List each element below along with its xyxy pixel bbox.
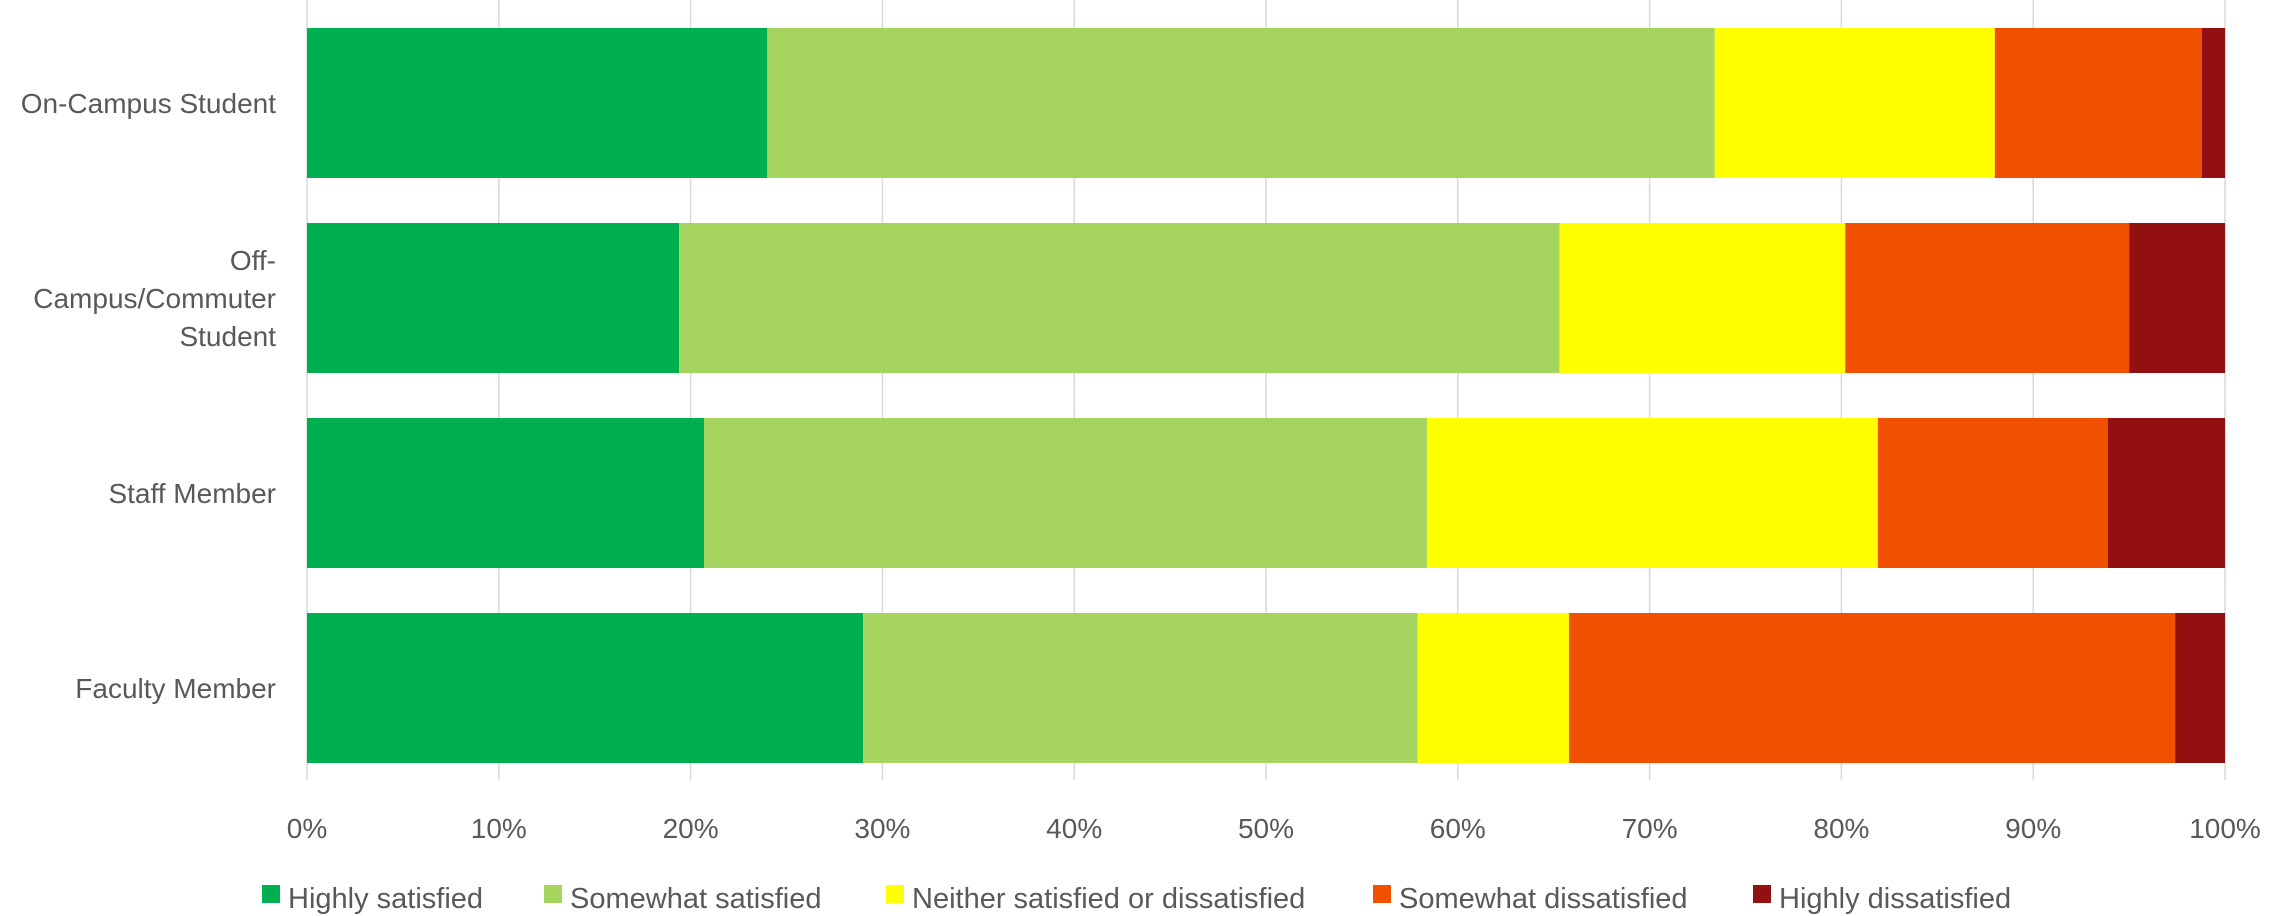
bar-segment	[1427, 418, 1878, 568]
category-label: Campus/Commuter	[33, 283, 276, 314]
legend-label: Neither satisfied or dissatisfied	[912, 883, 1305, 915]
x-axis-tick-labels: 0% 10% 20% 30% 40% 50% 60% 70% 80% 90% 100%	[287, 813, 2261, 844]
bar-segment	[2175, 613, 2225, 763]
bar-segment	[679, 223, 1560, 373]
bar-segment	[2108, 418, 2225, 568]
category-label: Off-	[230, 245, 276, 276]
x-tick-label: 0%	[287, 813, 327, 844]
bar-segment	[767, 28, 1715, 178]
x-tick-label: 60%	[1430, 813, 1486, 844]
legend-label: Highly satisfied	[288, 883, 483, 915]
bar-segment	[307, 418, 705, 568]
x-tick-label: 70%	[1622, 813, 1678, 844]
bar-segment	[1559, 223, 1846, 373]
bar-segment	[307, 223, 680, 373]
x-tick-label: 30%	[854, 813, 910, 844]
legend-label: Highly dissatisfied	[1779, 883, 2011, 915]
bar-segment	[704, 418, 1428, 568]
bar-segment	[2201, 28, 2225, 178]
bar-segment	[863, 613, 1418, 763]
bar-segment	[2129, 223, 2225, 373]
bar-segment	[1417, 613, 1570, 763]
x-tick-label: 50%	[1238, 813, 1294, 844]
category-labels: On-Campus Student Off- Campus/Commuter Stud…	[21, 88, 276, 704]
legend-swatch	[886, 885, 904, 903]
category-label: Faculty Member	[75, 673, 276, 704]
x-tick-label: 90%	[2005, 813, 2061, 844]
bar-segment	[1877, 418, 2109, 568]
x-tick-label: 80%	[1813, 813, 1869, 844]
bar-segment	[307, 28, 768, 178]
bar-segment	[1994, 28, 2202, 178]
x-tick-label: 20%	[663, 813, 719, 844]
category-label: On-Campus Student	[21, 88, 276, 119]
legend-swatch	[544, 885, 562, 903]
x-tick-label: 10%	[471, 813, 527, 844]
x-tick-label: 40%	[1046, 813, 1102, 844]
category-label: Staff Member	[108, 478, 276, 509]
legend: Highly satisfied Somewhat satisfied Neithe…	[262, 883, 2011, 915]
legend-label: Somewhat satisfied	[570, 883, 821, 915]
bar-segment	[307, 613, 864, 763]
bar-segment	[1569, 613, 2176, 763]
bar-segment	[1845, 223, 2130, 373]
x-tick-label: 100%	[2189, 813, 2261, 844]
legend-swatch	[1753, 885, 1771, 903]
legend-swatch	[1373, 885, 1391, 903]
category-label: Student	[179, 321, 276, 352]
legend-swatch	[262, 885, 280, 903]
bar-segments	[307, 28, 2225, 763]
bar-segment	[1714, 28, 1995, 178]
legend-label: Somewhat dissatisfied	[1399, 883, 1688, 915]
